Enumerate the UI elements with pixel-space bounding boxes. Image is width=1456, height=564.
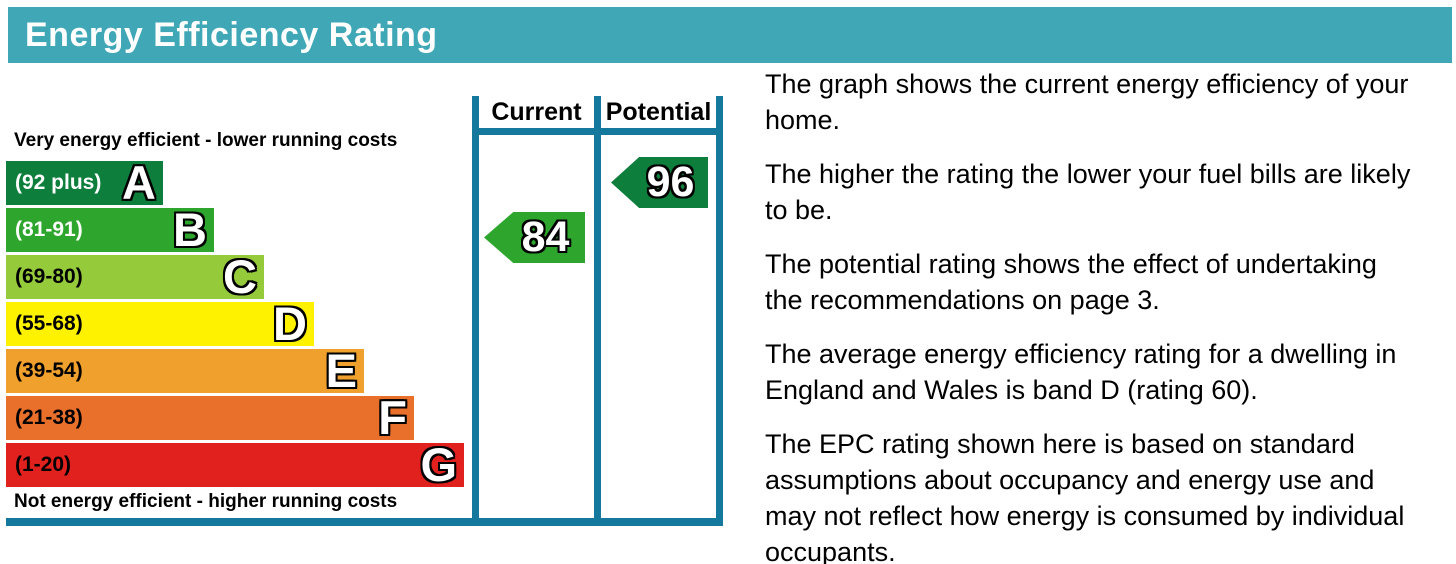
band-row-e: (39-54) E	[6, 344, 364, 397]
band-row-c: (69-80) C	[6, 250, 264, 303]
column-header-divider	[472, 128, 723, 135]
band-row-f: (21-38) F	[6, 391, 414, 444]
band-letter: G	[420, 438, 457, 491]
band-range-label: (92 plus)	[15, 171, 102, 194]
band-letter: A	[122, 156, 156, 209]
band-range-label: (39-54)	[15, 359, 83, 382]
band-row-g: (1-20) G	[6, 438, 464, 491]
band-letter: F	[378, 391, 407, 444]
band-range-label: (69-80)	[15, 265, 83, 288]
header-bar: Energy Efficiency Rating	[8, 7, 1452, 63]
paragraph-average-rating: The average energy efficiency rating for…	[765, 339, 1397, 405]
paragraph-higher-rating: The higher the rating the lower your fue…	[765, 159, 1411, 225]
column-border-middle	[594, 96, 601, 526]
band-row-b: (81-91) B	[6, 203, 214, 256]
band-letter: B	[173, 203, 207, 256]
band-row-d: (55-68) D	[6, 297, 314, 350]
potential-rating-arrow: 96	[611, 157, 708, 208]
page-title: Energy Efficiency Rating	[25, 15, 438, 54]
band-range-label: (81-91)	[15, 218, 83, 241]
paragraph-potential-rating: The potential rating shows the effect of…	[765, 249, 1377, 315]
current-rating-value: 84	[521, 213, 570, 261]
band-letter: E	[325, 344, 357, 397]
band-range-label: (55-68)	[15, 312, 83, 335]
band-range-label: (1-20)	[15, 453, 72, 476]
potential-column-header: Potential	[605, 98, 712, 126]
paragraph-epc-assumptions: The EPC rating shown here is based on st…	[765, 429, 1405, 564]
current-rating-arrow: 84	[484, 212, 585, 263]
potential-rating-value: 96	[646, 158, 695, 206]
description-text: The graph shows the current energy effic…	[765, 66, 1456, 564]
current-column-header: Current	[491, 98, 582, 126]
column-border-right	[716, 96, 723, 526]
band-row-a: (92 plus) A	[6, 156, 163, 209]
bottom-note: Not energy efficient - higher running co…	[14, 491, 398, 512]
band-letter: D	[273, 297, 307, 350]
band-range-label: (21-38)	[15, 406, 83, 429]
paragraph-graph-shows: The graph shows the current energy effic…	[765, 69, 1409, 135]
column-border-left	[472, 96, 479, 526]
top-note: Very energy efficient - lower running co…	[14, 130, 398, 151]
chart-bottom-border	[6, 518, 723, 526]
band-letter: C	[223, 250, 257, 303]
